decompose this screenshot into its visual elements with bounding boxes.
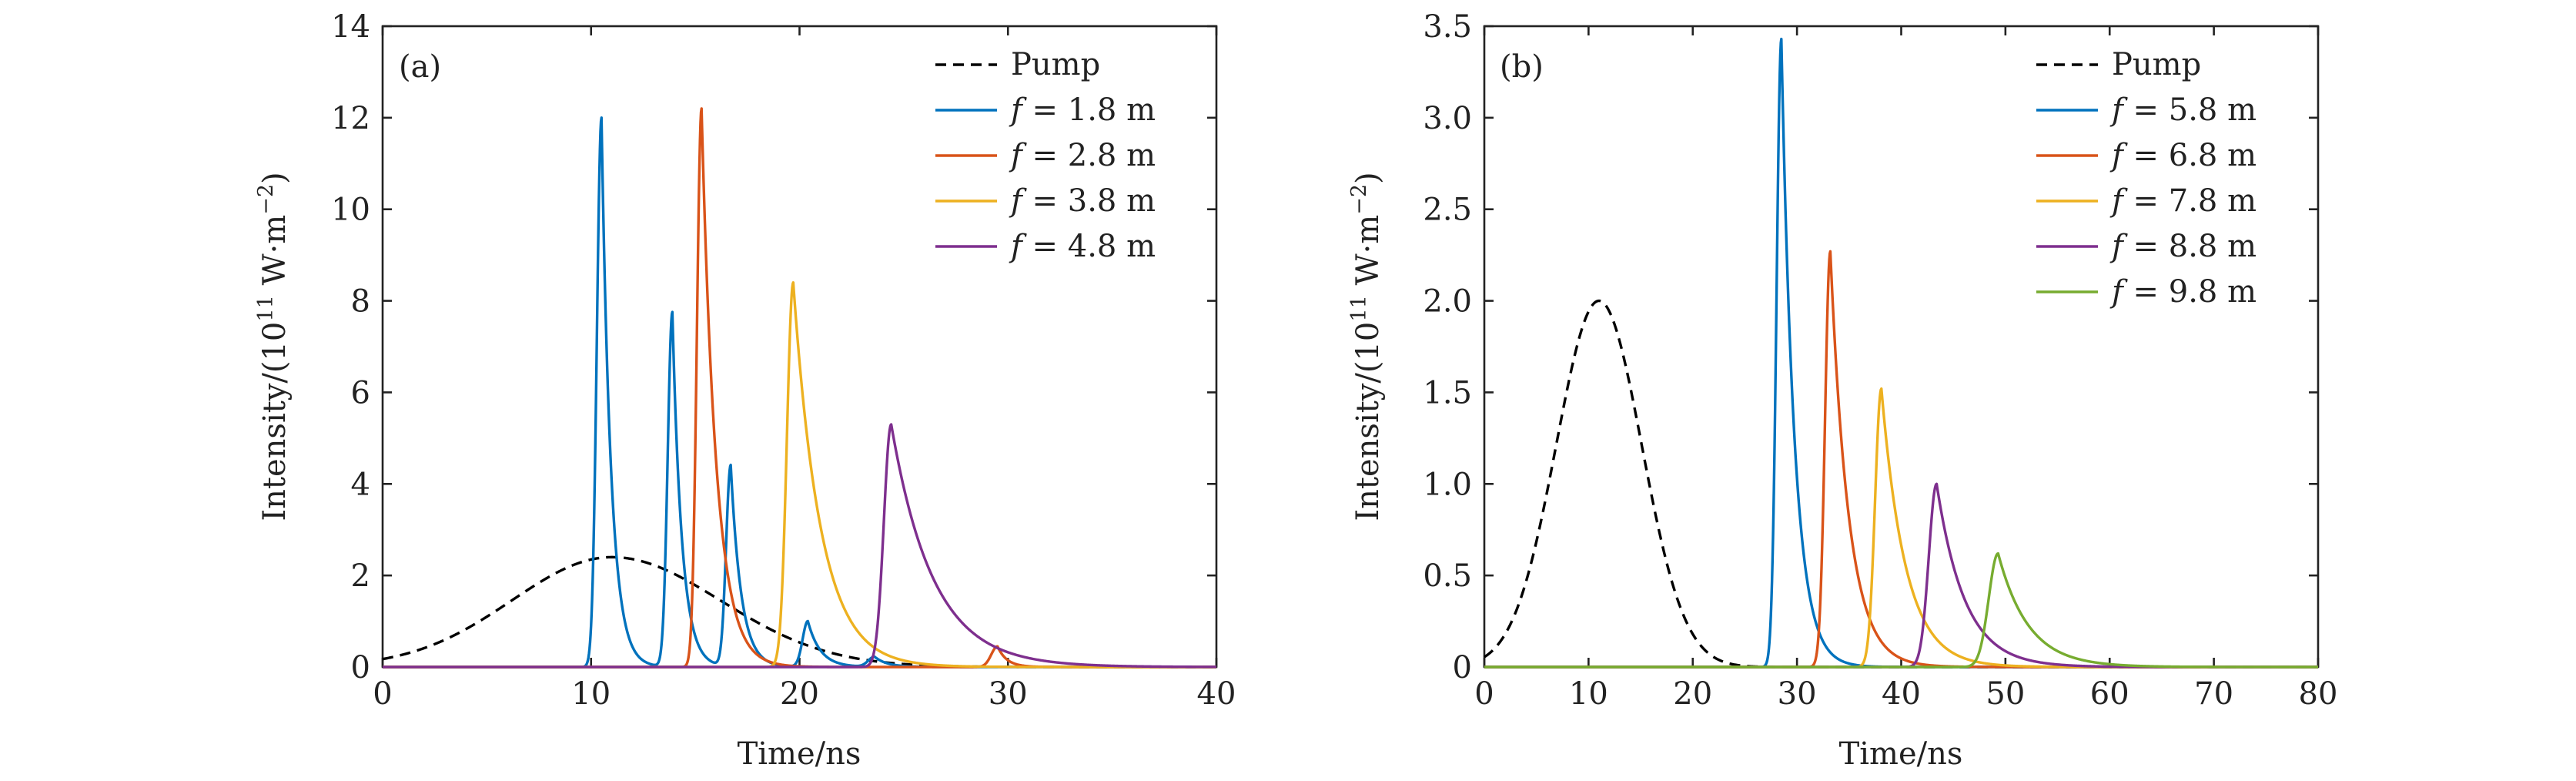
legend-item-f2-a: f = 2.8 m [935,138,1156,173]
y-label-close-a: ) [257,172,293,184]
y-tick-label: 3.0 [1423,101,1472,136]
series-line-f-3-8-m [381,281,1218,669]
x-axis-label-b: Time/ns [1839,736,1963,772]
x-ticks-a: 0 10 20 30 40 [373,26,1236,712]
y-tick-label: 10 [331,193,370,228]
y-tick-label: 4 [351,467,370,502]
legend-value: = 9.8 m [2123,274,2257,310]
y-label-exp-b: 11 [1347,295,1371,321]
legend-label: Pump [1011,47,1100,82]
y-tick-label: 2 [351,558,370,594]
x-tick-label: 50 [1986,676,2025,712]
legend-label: f = 7.8 m [2109,183,2257,219]
legend-label: f = 4.8 m [1009,229,1156,264]
x-tick-label: 10 [571,676,611,712]
y-tick-label: 1.0 [1423,467,1472,502]
series-line-f-5-8-m [1483,37,2320,669]
y-axis-label-a: Intensity/(1011 W·m−2) [254,172,293,521]
y-tick-label: 2.0 [1423,284,1472,320]
legend-value: = 2.8 m [1022,138,1156,173]
panel-label-a: (a) [399,49,441,85]
y-tick-label: 6 [351,375,370,411]
legend-value: = 3.8 m [1022,183,1156,219]
legend-value: = 1.8 m [1022,92,1156,128]
legend-label: f = 9.8 m [2109,274,2257,310]
y-tick-label: 1.5 [1423,375,1472,411]
series-line-pump [381,555,1218,669]
y-label-exp-a: 11 [254,295,278,321]
series-line-pump [1483,299,2320,669]
legend-label: f = 3.8 m [1009,183,1156,219]
legend-label: f = 6.8 m [2109,138,2257,173]
legend-item-f3-a: f = 3.8 m [935,183,1156,219]
y-tick-label: 0.5 [1423,558,1472,594]
x-tick-label: 30 [989,676,1028,712]
legend-value: = 6.8 m [2123,138,2257,173]
legend-item-f1-a: f = 1.8 m [935,92,1156,128]
legend-item-pump-a: Pump [935,47,1100,82]
x-tick-label: 80 [2299,676,2338,712]
x-tick-label: 40 [1197,676,1236,712]
panel-b: (b) 0 10 20 30 40 50 60 70 80 0 0.5 1.0 1.5 2.0 2.5 3.… [1347,9,2337,772]
legend-value: = 4.8 m [1022,229,1156,264]
legend-item-f3-b: f = 7.8 m [2036,183,2257,219]
legend-item-pump-b: Pump [2036,47,2201,82]
panel-label-b: (b) [1500,49,1544,85]
x-tick-label: 30 [1778,676,1817,712]
y-label-unit-exp-a: −2 [254,184,278,215]
y-label-text-a: Intensity/(10 [257,322,293,521]
x-tick-label: 70 [2194,676,2233,712]
legend-b: Pump f = 5.8 m f = 6.8 m f = 7.8 m f = 8… [2036,47,2257,310]
legend-label: f = 1.8 m [1009,92,1156,128]
x-tick-label: 20 [1673,676,1712,712]
y-ticks-a: 0 2 4 6 8 10 12 14 [331,9,1216,685]
y-label-close-b: ) [1350,172,1386,184]
x-tick-label: 40 [1882,676,1921,712]
x-tick-label: 0 [373,676,392,712]
legend-item-f4-b: f = 8.8 m [2036,229,2257,264]
y-tick-label: 0 [351,650,370,685]
series-lines-a [381,107,1218,669]
series-line-f-7-8-m [1483,387,2320,669]
y-label-unit-b: W·m [1350,215,1386,295]
legend-value: = 5.8 m [2123,92,2257,128]
y-tick-label: 3.5 [1423,9,1472,45]
y-tick-label: 12 [331,101,370,136]
y-ticks-b: 0 0.5 1.0 1.5 2.0 2.5 3.0 3.5 [1423,9,2318,685]
series-line-f-4-8-m [381,423,1218,669]
series-lines-b [1483,37,2320,669]
legend-label: f = 8.8 m [2109,229,2257,264]
x-tick-label: 0 [1474,676,1494,712]
y-tick-label: 8 [351,284,370,320]
legend-label: Pump [2112,47,2201,82]
panel-a: (a) 0 10 20 30 40 0 2 4 6 8 10 12 14 Time/ns Intens… [254,9,1236,772]
y-label-text-b: Intensity/(10 [1350,322,1386,521]
y-tick-label: 0 [1453,650,1472,685]
x-tick-label: 10 [1569,676,1608,712]
series-line-f-8-8-m [1483,482,2320,669]
legend-item-f5-b: f = 9.8 m [2036,274,2257,310]
y-tick-label: 2.5 [1423,193,1472,228]
legend-a: Pump f = 1.8 m f = 2.8 m f = 3.8 m f = 4… [935,47,1156,264]
legend-value: = 8.8 m [2123,229,2257,264]
y-tick-label: 14 [331,9,370,45]
y-axis-label-b: Intensity/(1011 W·m−2) [1347,172,1386,521]
legend-item-f2-b: f = 6.8 m [2036,138,2257,173]
x-axis-label-a: Time/ns [738,736,861,772]
y-label-unit-a: W·m [257,215,293,295]
x-tick-label: 20 [780,676,819,712]
series-line-f-9-8-m [1483,551,2320,669]
x-tick-label: 60 [2090,676,2129,712]
legend-item-f1-b: f = 5.8 m [2036,92,2257,128]
y-label-unit-exp-b: −2 [1347,184,1371,215]
legend-label: f = 2.8 m [1009,138,1156,173]
x-ticks-b: 0 10 20 30 40 50 60 70 80 [1474,26,2337,712]
legend-item-f4-a: f = 4.8 m [935,229,1156,264]
legend-label: f = 5.8 m [2109,92,2257,128]
legend-value: = 7.8 m [2123,183,2257,219]
